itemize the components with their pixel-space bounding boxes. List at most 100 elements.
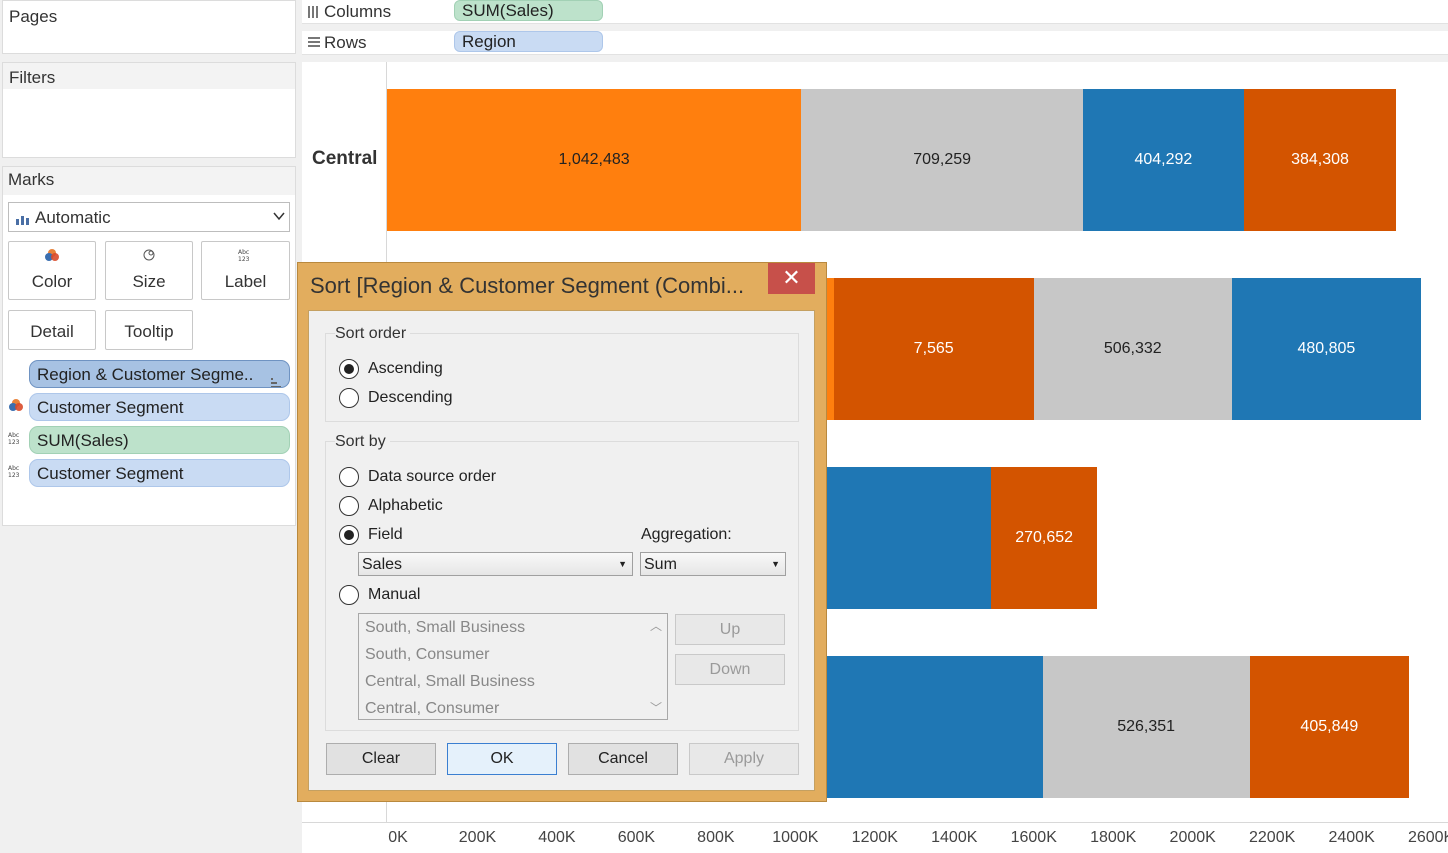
detail-button[interactable]: Detail — [8, 310, 96, 350]
bar-value-label: 709,259 — [913, 151, 972, 168]
x-tick-label: 2200K — [1249, 829, 1296, 846]
svg-text:Abc: Abc — [8, 432, 19, 439]
clear-button[interactable]: Clear — [326, 743, 436, 775]
alphabetic-radio[interactable] — [339, 496, 359, 516]
bar-value-label: 270,652 — [1015, 529, 1074, 546]
dropdown-arrow-icon: ▼ — [618, 559, 627, 569]
bar-segment[interactable] — [991, 467, 1098, 609]
field-select[interactable]: Sales ▼ — [358, 552, 633, 576]
bar-value-label: 526,351 — [1117, 718, 1176, 735]
x-tick-label: 1200K — [851, 829, 898, 846]
aggregation-select[interactable]: Sum ▼ — [640, 552, 786, 576]
sort-order-group — [325, 333, 799, 422]
tooltip-label: Tooltip — [124, 322, 174, 341]
apply-button[interactable]: Apply — [689, 743, 799, 775]
dialog-title: Sort [Region & Customer Segment (Combi..… — [310, 273, 745, 298]
tooltip-button[interactable]: Tooltip — [105, 310, 193, 350]
x-tick-label: 400K — [538, 829, 576, 846]
bar-segment[interactable] — [1042, 656, 1250, 798]
ascending-radio[interactable] — [339, 359, 359, 379]
columns-sum-sales-pill[interactable]: SUM(Sales) — [454, 0, 603, 21]
rows-shelf[interactable]: Rows Region — [302, 31, 1448, 55]
bar-value-label: 1,042,483 — [558, 151, 630, 168]
customer-segment-label-pill[interactable]: Customer Segment — [29, 459, 290, 487]
bar-segment[interactable] — [1249, 656, 1410, 798]
list-item[interactable]: Central, Small Business — [365, 673, 535, 690]
field-label[interactable]: Field — [368, 526, 403, 543]
descending-radio[interactable] — [339, 388, 359, 408]
bar-value-label: 506,332 — [1103, 340, 1162, 357]
bar-value-label: 480,805 — [1297, 340, 1356, 357]
data-source-order-label[interactable]: Data source order — [368, 468, 497, 485]
alphabetic-label[interactable]: Alphabetic — [368, 497, 443, 514]
sum-sales-label-pill[interactable]: SUM(Sales) — [29, 426, 290, 454]
x-tick-label: 600K — [617, 829, 656, 846]
columns-shelf[interactable]: Columns SUM(Sales) — [302, 0, 1448, 24]
bar-segment[interactable] — [1243, 89, 1397, 231]
x-tick-label: 2600K — [1407, 829, 1448, 846]
mark-type-dropdown[interactable]: Automatic — [8, 202, 290, 232]
up-button[interactable]: Up — [675, 614, 785, 645]
rows-region-pill[interactable]: Region — [454, 31, 603, 52]
pill-text: SUM(Sales) — [37, 431, 129, 450]
list-item[interactable]: Central, Consumer — [365, 700, 500, 717]
color-button[interactable]: Color — [8, 241, 96, 300]
list-item[interactable]: South, Consumer — [365, 646, 490, 663]
bar-segment[interactable] — [387, 89, 802, 231]
close-button[interactable]: ✕ — [768, 263, 815, 294]
customer-segment-color-pill[interactable]: Customer Segment — [29, 393, 290, 421]
x-tick-label: 1800K — [1090, 829, 1137, 846]
detail-label: Detail — [30, 322, 74, 341]
sort-by-group — [325, 441, 799, 731]
sort-icon — [271, 369, 283, 387]
bar-value-label: 384,308 — [1291, 151, 1349, 168]
size-label: Size — [132, 272, 166, 291]
cancel-button[interactable]: Cancel — [568, 743, 678, 775]
ok-button[interactable]: OK — [447, 743, 557, 775]
marks-title: Marks — [8, 170, 55, 189]
dialog-body: Sort order Ascending Descending Sort by … — [308, 310, 815, 791]
bar-chart-icon — [16, 212, 30, 230]
x-axis-line — [302, 822, 1448, 823]
ascending-label[interactable]: Ascending — [368, 360, 443, 377]
manual-radio[interactable] — [339, 585, 359, 605]
x-tick-label: 800K — [697, 829, 735, 846]
list-item[interactable]: South, Small Business — [365, 619, 526, 636]
manual-order-list[interactable]: South, Small Business South, Consumer Ce… — [358, 613, 668, 720]
rows-icon — [308, 36, 320, 54]
list-scrollbar[interactable]: ︿ ﹀ — [647, 614, 667, 719]
label-button[interactable]: Abc 123 Label — [201, 241, 290, 300]
bar-segment[interactable] — [1231, 278, 1421, 420]
x-tick-label: 1400K — [931, 829, 978, 846]
x-tick-label: 1000K — [772, 829, 819, 846]
scroll-down-icon[interactable]: ﹀ — [649, 701, 662, 715]
svg-text:123: 123 — [238, 256, 250, 262]
label-label: Label — [224, 272, 267, 291]
columns-icon — [308, 5, 320, 23]
down-button[interactable]: Down — [675, 654, 785, 685]
region-customer-segment-pill[interactable]: Region & Customer Segme.. — [29, 360, 290, 388]
manual-label[interactable]: Manual — [368, 586, 421, 603]
svg-text:Abc: Abc — [238, 249, 249, 256]
x-tick-label: 0K — [388, 829, 408, 846]
svg-text:123: 123 — [8, 439, 20, 445]
bar-segment[interactable] — [833, 278, 1034, 420]
label-pill-icon: Abc 123 — [8, 431, 26, 450]
scroll-up-icon[interactable]: ︿ — [649, 619, 662, 633]
size-button[interactable]: Size — [105, 241, 193, 300]
bar-value-label: 404,292 — [1134, 151, 1193, 168]
mark-type-value: Automatic — [35, 208, 111, 227]
bar-segment[interactable] — [1033, 278, 1232, 420]
field-radio[interactable] — [339, 525, 359, 545]
color-pill-icon — [8, 398, 24, 417]
data-source-order-radio[interactable] — [339, 467, 359, 487]
descending-label[interactable]: Descending — [368, 389, 453, 406]
color-label: Color — [31, 272, 73, 291]
row-label-central[interactable]: Central — [312, 148, 378, 169]
size-icon — [142, 248, 156, 264]
pill-text: Customer Segment — [37, 398, 184, 417]
bar-segment[interactable] — [801, 89, 1084, 231]
filters-card[interactable]: Filters — [2, 62, 296, 158]
bar-segment[interactable] — [1083, 89, 1244, 231]
